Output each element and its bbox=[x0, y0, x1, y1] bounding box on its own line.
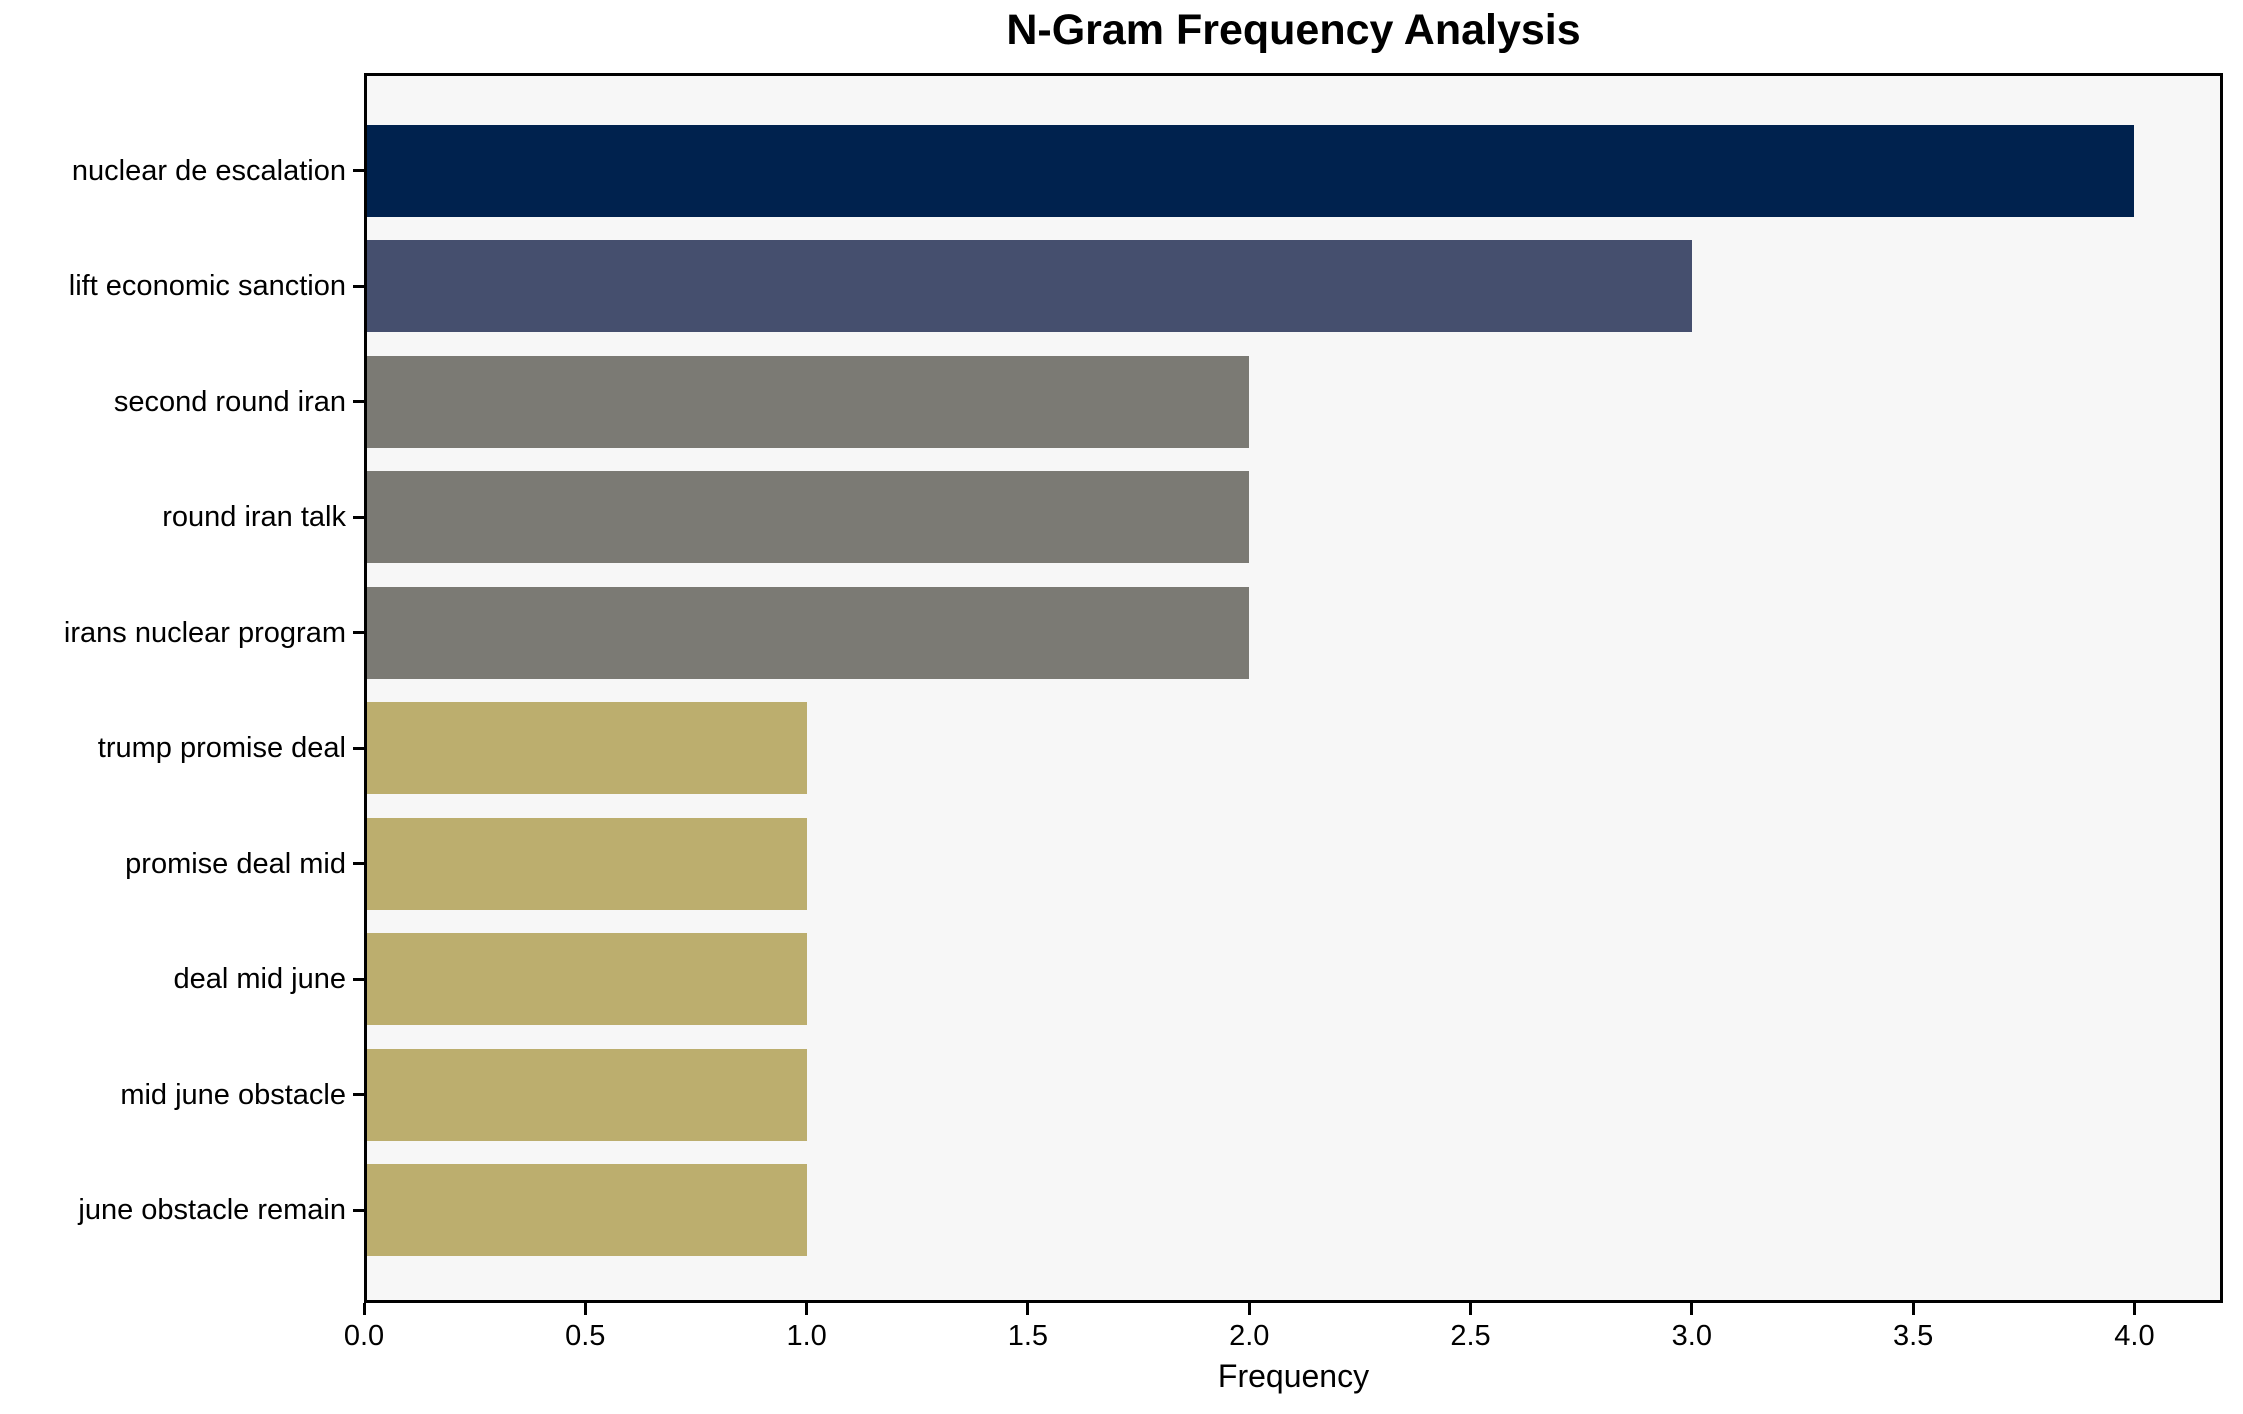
x-tick-label: 1.0 bbox=[786, 1320, 827, 1352]
x-tick-label: 1.5 bbox=[1007, 1320, 1049, 1352]
y-tick-label: nuclear de escalation bbox=[71, 154, 346, 187]
y-tick-mark bbox=[353, 1093, 364, 1097]
x-tick-label: 3.0 bbox=[1671, 1320, 1712, 1352]
bar bbox=[364, 817, 807, 910]
bar bbox=[364, 471, 1250, 564]
y-tick-label: june obstacle remain bbox=[78, 1194, 346, 1227]
x-axis-label: Frequency bbox=[1217, 1358, 1370, 1394]
x-tick-label: 0.5 bbox=[565, 1320, 606, 1352]
y-tick-mark bbox=[353, 400, 364, 404]
bar bbox=[364, 1164, 807, 1257]
x-tick-mark bbox=[1469, 1303, 1473, 1315]
x-tick-mark bbox=[1247, 1303, 1251, 1315]
x-tick-mark bbox=[362, 1303, 366, 1315]
x-tick-mark bbox=[1911, 1303, 1915, 1315]
chart-title: N-Gram Frequency Analysis bbox=[1006, 6, 1581, 54]
y-tick-label: round iran talk bbox=[162, 501, 346, 534]
bar bbox=[364, 355, 1250, 448]
y-tick-mark bbox=[353, 746, 364, 750]
y-tick-mark bbox=[353, 631, 364, 635]
y-tick-label: irans nuclear program bbox=[63, 616, 346, 649]
x-tick-mark bbox=[1026, 1303, 1030, 1315]
plot-area bbox=[364, 73, 2223, 1303]
bar bbox=[364, 933, 807, 1026]
bar bbox=[364, 702, 807, 795]
x-tick-mark bbox=[1690, 1303, 1694, 1315]
y-tick-label: deal mid june bbox=[173, 963, 347, 996]
y-tick-mark bbox=[353, 862, 364, 866]
x-tick-label: 2.0 bbox=[1229, 1320, 1270, 1352]
y-tick-label: second round iran bbox=[113, 385, 346, 418]
x-tick-label: 0.0 bbox=[343, 1320, 385, 1352]
y-tick-mark bbox=[353, 515, 364, 519]
bar bbox=[364, 1048, 807, 1141]
bar bbox=[364, 586, 1250, 679]
bar bbox=[364, 124, 2135, 217]
x-tick-mark bbox=[805, 1303, 809, 1315]
y-tick-mark bbox=[353, 169, 364, 173]
y-tick-mark bbox=[353, 1208, 364, 1212]
bar bbox=[364, 240, 1692, 333]
y-tick-label: lift economic sanction bbox=[68, 270, 346, 303]
y-tick-label: trump promise deal bbox=[97, 732, 346, 765]
x-tick-mark bbox=[583, 1303, 587, 1315]
x-tick-mark bbox=[2132, 1303, 2136, 1315]
x-tick-label: 4.0 bbox=[2114, 1320, 2155, 1352]
y-tick-label: promise deal mid bbox=[125, 847, 346, 880]
x-tick-label: 2.5 bbox=[1450, 1320, 1491, 1352]
x-tick-label: 3.5 bbox=[1892, 1320, 1934, 1352]
y-tick-label: mid june obstacle bbox=[120, 1078, 346, 1111]
y-tick-mark bbox=[353, 977, 364, 981]
y-tick-mark bbox=[353, 284, 364, 288]
